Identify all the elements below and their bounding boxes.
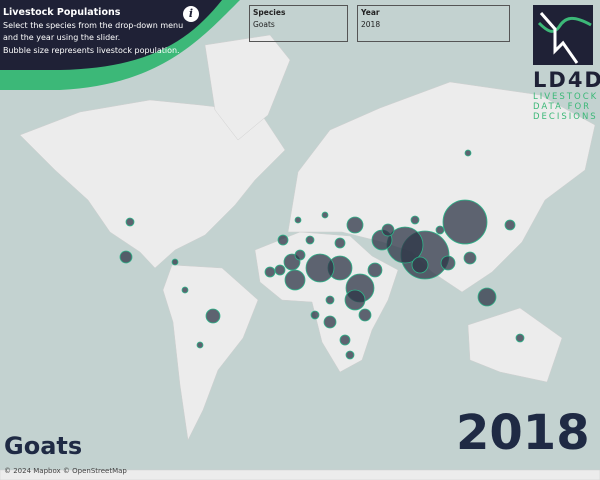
antarctica-edge bbox=[0, 469, 600, 480]
logo-name: LD4D bbox=[533, 68, 600, 92]
country-bubble[interactable] bbox=[339, 334, 351, 346]
country-bubble[interactable] bbox=[196, 341, 204, 349]
year-filter[interactable]: Year 2018 bbox=[357, 5, 510, 42]
country-bubble[interactable] bbox=[381, 223, 395, 237]
country-bubble[interactable] bbox=[310, 310, 320, 320]
south-america bbox=[162, 264, 259, 441]
country-bubble[interactable] bbox=[205, 308, 221, 324]
logo-tagline: LIVESTOCK DATA FOR DECISIONS bbox=[533, 92, 598, 122]
country-bubble[interactable] bbox=[119, 250, 133, 264]
country-bubble[interactable] bbox=[125, 217, 135, 227]
country-bubble[interactable] bbox=[515, 333, 525, 343]
country-bubble[interactable] bbox=[323, 315, 337, 329]
land-masses bbox=[0, 34, 600, 480]
header-text: Livestock Populations Select the species… bbox=[3, 7, 183, 57]
country-bubble[interactable] bbox=[305, 253, 335, 283]
species-filter-value[interactable]: Goats bbox=[253, 20, 275, 29]
species-filter-label: Species bbox=[253, 8, 286, 17]
country-bubble[interactable] bbox=[442, 199, 488, 245]
country-bubble[interactable] bbox=[358, 308, 372, 322]
country-bubble[interactable] bbox=[277, 234, 289, 246]
species-overlay: Goats bbox=[4, 432, 83, 460]
country-bubble[interactable] bbox=[345, 350, 355, 360]
header-title: Livestock Populations bbox=[3, 7, 121, 18]
country-bubble[interactable] bbox=[264, 266, 276, 278]
ld4d-logo-icon bbox=[533, 5, 593, 65]
country-bubble[interactable] bbox=[334, 237, 346, 249]
country-bubble[interactable] bbox=[411, 256, 429, 274]
year-overlay: 2018 bbox=[456, 405, 590, 461]
year-filter-label: Year bbox=[361, 8, 380, 17]
header-line: Bubble size represents livestock populat… bbox=[3, 45, 180, 55]
country-bubble[interactable] bbox=[325, 295, 335, 305]
country-bubble[interactable] bbox=[274, 264, 286, 276]
country-bubble[interactable] bbox=[410, 215, 420, 225]
header-banner bbox=[0, 0, 240, 90]
info-icon[interactable]: i bbox=[183, 6, 199, 22]
north-america bbox=[19, 99, 286, 269]
map-attribution[interactable]: © 2024 Mapbox © OpenStreetMap bbox=[4, 467, 127, 475]
species-filter[interactable]: Species Goats bbox=[249, 5, 348, 42]
bubble-layer bbox=[119, 149, 525, 360]
tagline-line: DECISIONS bbox=[533, 112, 598, 122]
country-bubble[interactable] bbox=[367, 262, 383, 278]
country-bubble[interactable] bbox=[477, 287, 497, 307]
country-bubble[interactable] bbox=[464, 149, 472, 157]
country-bubble[interactable] bbox=[344, 289, 366, 311]
country-bubble[interactable] bbox=[181, 286, 189, 294]
header-line: Select the species from the drop-down me… bbox=[3, 20, 184, 30]
country-bubble[interactable] bbox=[440, 255, 456, 271]
country-bubble[interactable] bbox=[321, 211, 329, 219]
country-bubble[interactable] bbox=[346, 216, 364, 234]
country-bubble[interactable] bbox=[463, 251, 477, 265]
country-bubble[interactable] bbox=[435, 225, 445, 235]
australia bbox=[467, 307, 563, 383]
country-bubble[interactable] bbox=[305, 235, 315, 245]
country-bubble[interactable] bbox=[171, 258, 179, 266]
country-bubble[interactable] bbox=[294, 249, 306, 261]
greenland bbox=[204, 34, 291, 141]
country-bubble[interactable] bbox=[294, 216, 302, 224]
tagline-line: DATA FOR bbox=[533, 102, 592, 112]
country-bubble[interactable] bbox=[504, 219, 516, 231]
tagline-line: LIVESTOCK bbox=[533, 92, 599, 102]
year-filter-value[interactable]: 2018 bbox=[361, 20, 381, 29]
country-bubble[interactable] bbox=[284, 269, 306, 291]
header-line: and the year using the slider. bbox=[3, 33, 121, 42]
